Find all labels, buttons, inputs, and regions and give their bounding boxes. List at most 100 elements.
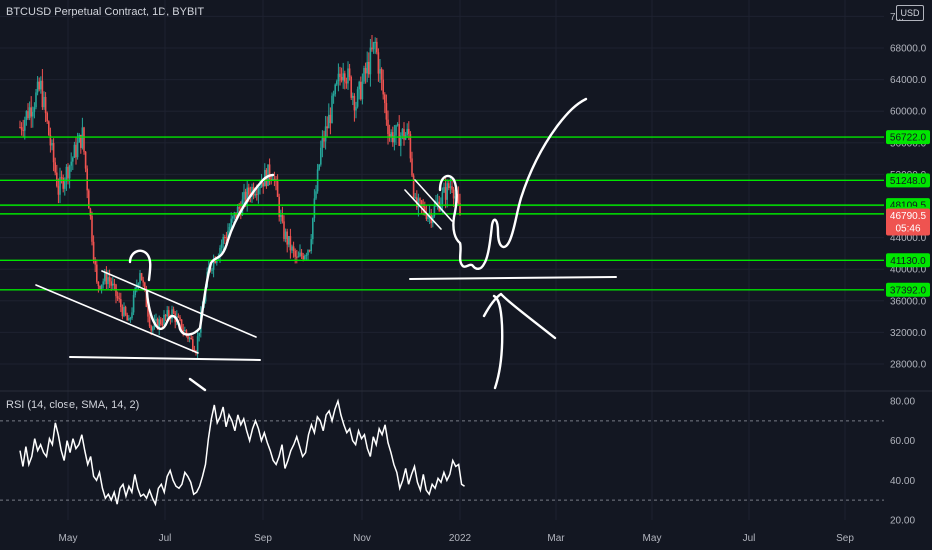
candle [364, 62, 367, 84]
price-tick-label: 36000.0 [890, 296, 927, 307]
candle [102, 278, 104, 289]
candle [27, 103, 29, 120]
candle [352, 92, 354, 106]
candle [396, 122, 399, 127]
svg-text:41130.0: 41130.0 [890, 256, 926, 267]
drawing-trendline [404, 189, 442, 230]
candle [86, 165, 88, 199]
candle [246, 180, 248, 212]
drawing-trendline [414, 179, 453, 222]
candle [414, 192, 416, 200]
candle [30, 96, 32, 128]
candle [160, 317, 162, 327]
candle [403, 122, 405, 146]
candle [52, 138, 55, 172]
candle [262, 182, 264, 194]
time-tick-label: Jul [743, 533, 756, 544]
candle [366, 51, 368, 83]
candle [105, 266, 108, 290]
candle [438, 195, 440, 213]
time-tick-label: Mar [547, 533, 565, 544]
candle [321, 130, 324, 158]
candle [72, 156, 74, 171]
candle [384, 92, 386, 114]
candle [280, 209, 282, 224]
candle [57, 178, 60, 204]
rsi-tick-label: 60.00 [890, 436, 915, 447]
time-tick-label: Sep [254, 533, 272, 544]
candle [312, 217, 314, 245]
candles [19, 35, 461, 359]
candle [441, 187, 444, 214]
drawing-support-line [69, 356, 261, 361]
price-tick-label: 28000.0 [890, 360, 927, 371]
candle [443, 182, 445, 193]
candle [22, 119, 24, 138]
candle [276, 174, 279, 198]
candle [190, 334, 192, 340]
candle [177, 313, 180, 318]
rsi-tick-label: 40.00 [890, 476, 915, 487]
candle [54, 157, 56, 176]
price-tick-label: 60000.0 [890, 107, 927, 118]
candle [20, 122, 23, 136]
candle [228, 223, 231, 233]
candle [268, 158, 271, 186]
candle [56, 164, 58, 188]
candle [336, 79, 338, 87]
candle [422, 199, 424, 216]
candle [59, 167, 61, 204]
candle [308, 249, 311, 253]
candle [68, 164, 71, 189]
candle [126, 312, 128, 321]
levels [0, 136, 884, 291]
candle [166, 305, 168, 319]
candle [390, 129, 392, 143]
candle [113, 278, 116, 291]
svg-text:51248.0: 51248.0 [890, 176, 927, 187]
candle [97, 281, 100, 293]
candle [310, 234, 312, 254]
candle [196, 330, 199, 359]
candle [38, 77, 40, 92]
candle [81, 117, 84, 150]
time-tick-label: Jul [159, 533, 172, 544]
candle [232, 215, 234, 223]
candle [363, 65, 365, 84]
candle [241, 192, 244, 216]
candle [123, 302, 125, 318]
candle [227, 223, 229, 239]
candle [353, 93, 356, 122]
level-price-label: 56722.0 [886, 130, 930, 145]
candle [307, 249, 309, 261]
time-axis: May Jul Sep Nov 2022 Mar May Jul Sep [59, 533, 855, 544]
candle [377, 48, 380, 82]
currency-badge[interactable]: USD [896, 5, 924, 21]
candle [385, 94, 388, 126]
candle [409, 131, 412, 163]
candle [360, 76, 362, 101]
candle [233, 211, 236, 220]
drawing-arrow-up [482, 292, 557, 390]
candle [224, 234, 226, 245]
candle [337, 63, 340, 92]
candle [41, 69, 44, 110]
drawing-trendline [101, 270, 257, 338]
candle [128, 315, 130, 321]
candle [73, 141, 76, 158]
candle [222, 233, 224, 251]
chart-title: BTCUSD Perpetual Contract, 1D, BYBIT [6, 6, 205, 18]
candle [380, 67, 383, 91]
candle [305, 252, 308, 260]
candle [457, 186, 460, 206]
price-tick-label: 44000.0 [890, 233, 927, 244]
candle [152, 325, 154, 335]
candle [192, 336, 194, 353]
candle [452, 186, 455, 207]
candle [134, 286, 136, 298]
candle [184, 326, 186, 332]
candle [454, 188, 456, 205]
candle [323, 130, 325, 148]
price-tick-label: 32000.0 [890, 328, 927, 339]
